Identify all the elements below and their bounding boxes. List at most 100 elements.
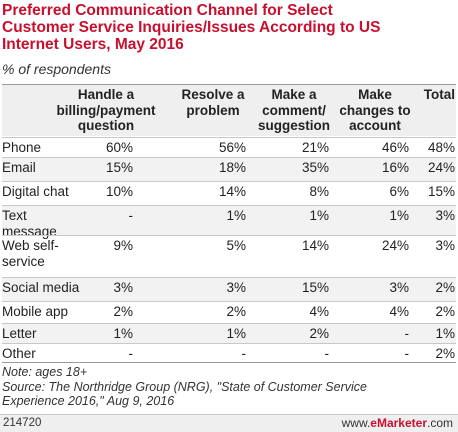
column-header-line: Total — [423, 87, 455, 102]
column-header-line: problem — [186, 102, 240, 118]
column-header-line: question — [77, 118, 135, 133]
column-header-band — [2, 85, 456, 136]
column-header-line: comment/ — [262, 102, 326, 118]
column-header: Total — [405, 87, 455, 103]
table-cell: 1% — [113, 326, 133, 341]
row-label-line: Digital chat — [2, 184, 69, 199]
site-link[interactable]: www.eMarketer.com — [342, 416, 453, 430]
title-line: Preferred Communication Channel for Sele… — [2, 2, 333, 19]
table-cell: 15% — [105, 160, 133, 175]
table-cell: 9% — [113, 238, 133, 253]
row-label-line: Web self- — [2, 238, 59, 253]
table-cell: - — [128, 346, 134, 361]
table-row: Text message - 1% 1% 1% 3% — [2, 205, 456, 239]
source-line: Experience 2016," Aug 9, 2016 — [2, 394, 175, 408]
table-cell: - — [128, 208, 134, 223]
row-label-line: message — [2, 223, 57, 239]
table-cell: 1% — [226, 208, 246, 223]
table-row: Other - - - - 2% — [2, 343, 456, 362]
table-cell: 15% — [427, 184, 455, 199]
row-label-line: Other — [2, 346, 36, 361]
row-label: Web self-service — [2, 238, 59, 269]
table-cell: 24% — [427, 160, 455, 175]
table-cell: 1% — [309, 208, 329, 223]
table-cell: 2% — [435, 304, 455, 319]
table-row: Digital chat 10% 14% 8% 6% 15% — [2, 181, 456, 205]
header-top-rule — [2, 84, 456, 85]
table-cell: 48% — [427, 140, 455, 155]
column-header-line: changes to — [339, 102, 411, 118]
column-header: Resolve a problem — [172, 87, 254, 118]
row-label: Phone — [2, 140, 41, 156]
table-cell: 3% — [435, 238, 455, 253]
table-cell: 46% — [381, 140, 409, 155]
table-cell: 2% — [435, 346, 455, 361]
table-cell: 3% — [389, 280, 409, 295]
note-line: Note: ages 18+ — [2, 365, 88, 379]
column-header-line: billing/payment — [56, 102, 156, 118]
table-cell: 56% — [218, 140, 246, 155]
title-line: Customer Service Inquiries/Issues Accord… — [2, 19, 381, 36]
table-cell: 5% — [226, 238, 246, 253]
column-header-line: Handle a — [77, 87, 135, 102]
table-cell: 6% — [389, 184, 409, 199]
source-line: Source: The Northridge Group (NRG), "Sta… — [2, 379, 367, 394]
column-header: Handle a billing/payment question — [50, 87, 162, 134]
source-notes: Note: ages 18+ Source: The Northridge Gr… — [2, 365, 454, 409]
table-cell: 2% — [226, 304, 246, 319]
column-header: Make changes to account — [335, 87, 415, 134]
table-cell: - — [404, 346, 410, 361]
table-cell: 2% — [113, 304, 133, 319]
site-prefix: www. — [341, 416, 371, 430]
table-cell: 1% — [435, 326, 455, 341]
row-label: Email — [2, 160, 36, 176]
table-cell: 1% — [389, 208, 409, 223]
table-cell: 8% — [309, 184, 329, 199]
table-cell: 14% — [301, 238, 329, 253]
table-bottom-rule — [2, 362, 456, 363]
table-cell: 3% — [113, 280, 133, 295]
row-label: Mobile app — [2, 304, 68, 320]
row-label-line: Email — [2, 160, 36, 175]
table-row: Email 15% 18% 35% 16% 24% — [2, 157, 456, 181]
chart-title: Preferred Communication Channel for Sele… — [2, 2, 454, 53]
table-cell: 21% — [301, 140, 329, 155]
row-label-line: Phone — [2, 140, 42, 155]
column-header-line: account — [349, 118, 401, 133]
table-cell: 35% — [301, 160, 329, 175]
chart-id: 214720 — [3, 417, 42, 429]
table-cell: - — [404, 326, 410, 341]
table-cell: 24% — [381, 238, 409, 253]
table-cell: 14% — [218, 184, 246, 199]
site-brand: eMarketer — [370, 416, 427, 430]
table-cell: 3% — [226, 280, 246, 295]
table-cell: 18% — [218, 160, 246, 175]
row-label: Text message — [2, 208, 57, 239]
row-label: Letter — [2, 326, 37, 342]
row-label: Other — [2, 346, 36, 362]
column-header-line: Resolve a — [181, 87, 245, 102]
chart-subtitle: % of respondents — [2, 61, 111, 77]
row-label-line: Letter — [2, 326, 37, 341]
table-row: Letter 1% 1% 2% - 1% — [2, 323, 456, 343]
row-label-line: Mobile app — [2, 304, 69, 319]
column-header-line: suggestion — [257, 118, 330, 133]
table-cell: 10% — [105, 184, 133, 199]
site-suffix: .com — [426, 416, 453, 430]
footer-bar: 214720 www.eMarketer.com — [0, 414, 458, 432]
table-cell: 1% — [226, 326, 246, 341]
title-line: Internet Users, May 2016 — [2, 36, 184, 53]
table-cell: 15% — [301, 280, 329, 295]
row-label-line: service — [2, 253, 45, 269]
column-header-line: Make a — [271, 87, 317, 102]
table-cell: 4% — [389, 304, 409, 319]
table-cell: 60% — [105, 140, 133, 155]
table-cell: 3% — [435, 208, 455, 223]
row-label-line: Social media — [2, 280, 80, 295]
table-row: Social media 3% 3% 15% 3% 2% — [2, 277, 456, 301]
row-label-line: Text — [2, 208, 27, 223]
row-label: Digital chat — [2, 184, 69, 200]
column-header: Make a comment/suggestion — [250, 87, 338, 134]
table-row: Web self-service 9% 5% 14% 24% 3% — [2, 235, 456, 277]
table-cell: - — [241, 346, 247, 361]
